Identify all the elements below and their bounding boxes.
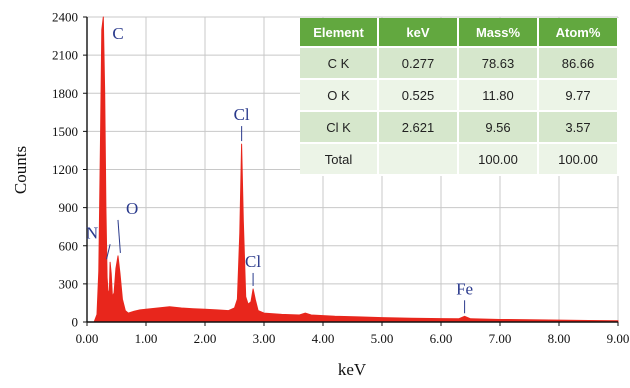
table-header-cell: Element — [300, 18, 379, 48]
y-tick-label: 1800 — [52, 86, 78, 101]
x-tick-label: 0.00 — [76, 331, 99, 346]
table-cell: C K — [300, 47, 379, 80]
x-tick-label: 7.00 — [489, 331, 512, 346]
table-cell: 0.277 — [378, 47, 459, 80]
x-tick-label: 8.00 — [548, 331, 571, 346]
table-cell: 78.63 — [458, 47, 539, 80]
table-header-cell: Mass% — [458, 18, 539, 48]
peak-label: Cl — [245, 252, 261, 271]
peak-label-leader — [117, 219, 121, 253]
x-tick-label: 5.00 — [371, 331, 394, 346]
results-table: Element keV Mass% Atom% C K 0.277 78.63 … — [300, 18, 619, 176]
x-tick-label: 4.00 — [312, 331, 335, 346]
y-axis-title: Counts — [11, 146, 30, 194]
y-tick-label: 300 — [59, 276, 79, 291]
table-header-row: Element keV Mass% Atom% — [300, 18, 619, 48]
table-header-cell: keV — [378, 18, 459, 48]
table-cell: Cl K — [300, 111, 379, 144]
table-cell: Total — [300, 143, 379, 176]
table-cell: 0.525 — [378, 79, 459, 112]
y-tick-label: 900 — [59, 200, 79, 215]
table-cell: 9.56 — [458, 111, 539, 144]
peak-label: N — [86, 223, 98, 242]
y-tick-label: 2100 — [52, 48, 78, 63]
table-cell: O K — [300, 79, 379, 112]
table-cell: 11.80 — [458, 79, 539, 112]
table-header-cell: Atom% — [538, 18, 619, 48]
table-cell — [378, 143, 459, 176]
spectrum-series — [93, 16, 619, 323]
y-tick-label: 0 — [72, 315, 79, 330]
peak-label-leader — [106, 244, 111, 260]
table-cell: 100.00 — [458, 143, 539, 176]
peak-label: Cl — [234, 105, 250, 124]
table-row: Total 100.00 100.00 — [300, 143, 619, 176]
table-row: O K 0.525 11.80 9.77 — [300, 79, 619, 112]
x-tick-label: 9.00 — [607, 331, 630, 346]
y-tick-label: 1200 — [52, 162, 78, 177]
peak-label: O — [126, 199, 138, 218]
table-row: C K 0.277 78.63 86.66 — [300, 47, 619, 80]
x-tick-label: 2.00 — [194, 331, 217, 346]
table-cell: 9.77 — [538, 79, 619, 112]
table-cell: 100.00 — [538, 143, 619, 176]
x-tick-label: 6.00 — [430, 331, 453, 346]
x-tick-label: 3.00 — [253, 331, 276, 346]
y-tick-label: 600 — [59, 238, 79, 253]
x-axis-title: keV — [338, 360, 367, 379]
y-tick-label: 2400 — [52, 10, 78, 25]
peak-label: C — [112, 24, 123, 43]
x-tick-label: 1.00 — [135, 331, 158, 346]
y-tick-label: 1500 — [52, 124, 78, 139]
peak-label: Fe — [456, 279, 473, 298]
table-cell: 2.621 — [378, 111, 459, 144]
table-cell: 3.57 — [538, 111, 619, 144]
table-row: Cl K 2.621 9.56 3.57 — [300, 111, 619, 144]
table-cell: 86.66 — [538, 47, 619, 80]
